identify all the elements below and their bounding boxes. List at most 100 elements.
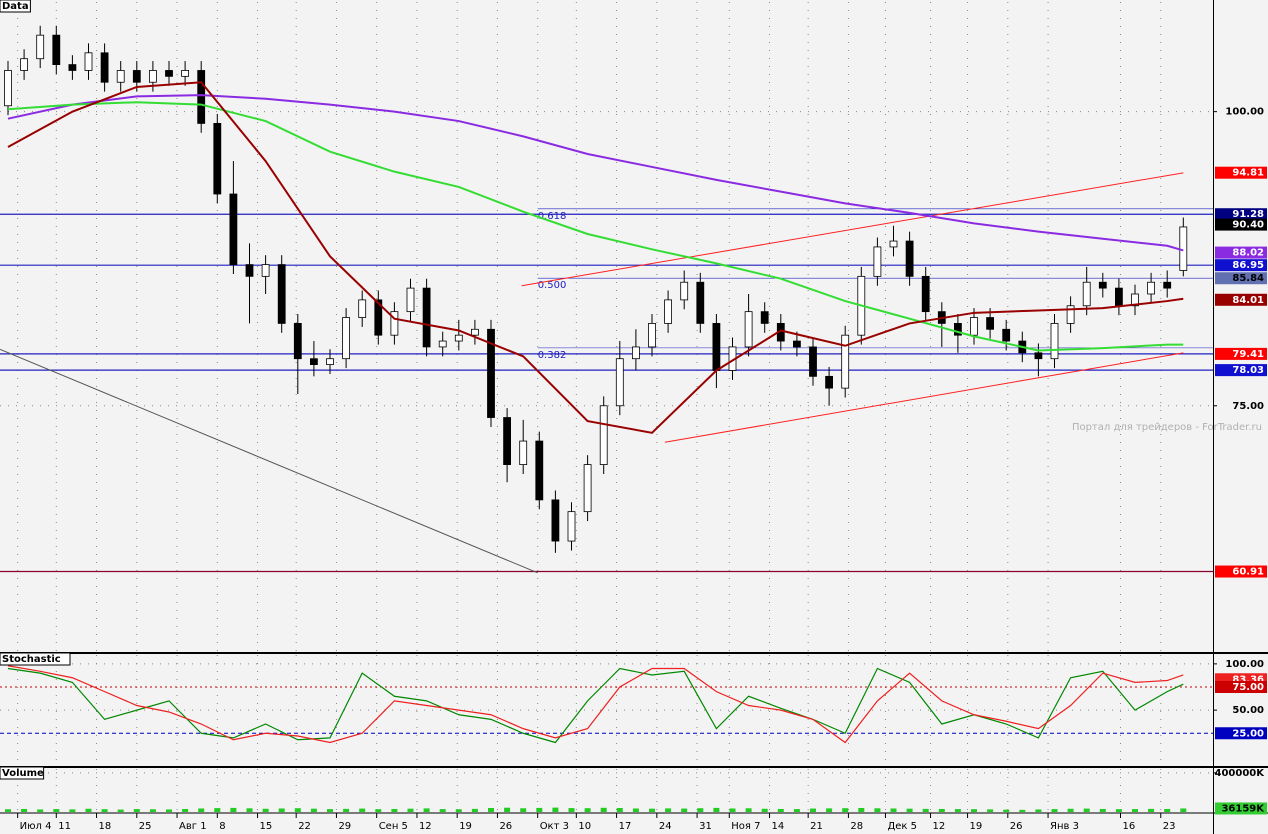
volume-bar (616, 807, 623, 812)
level-box (1215, 246, 1267, 259)
level-label: 84.01 (1232, 295, 1264, 306)
candle-body (454, 334, 463, 342)
volume-bar (21, 808, 28, 812)
volume-bar (85, 808, 92, 812)
volume-bar (262, 808, 269, 812)
volume-bar (1067, 808, 1074, 812)
volume-bar (1083, 808, 1090, 812)
candle-body (181, 70, 190, 77)
volume-bar (697, 808, 704, 812)
candle-body (326, 358, 334, 365)
candle-body (1082, 281, 1091, 307)
candle-body (68, 64, 77, 71)
panel-title: Stochastic (2, 654, 61, 665)
candle-body (20, 58, 29, 71)
volume-bar (1019, 809, 1026, 812)
series-line (7, 665, 1184, 744)
candle-body (438, 340, 447, 348)
candle-body (261, 264, 270, 277)
level-box (1215, 364, 1267, 377)
candle-body (1131, 293, 1139, 307)
level-box (1215, 681, 1267, 694)
volume-bar (761, 808, 768, 812)
volume-bar (198, 808, 205, 812)
x-tick-label: 24 (659, 821, 672, 832)
volume-bar (37, 809, 44, 812)
volume-bar (874, 808, 881, 812)
volume-bar (890, 808, 897, 812)
candle-body (760, 311, 769, 324)
candle-body (1002, 328, 1011, 342)
candle-body (422, 287, 431, 348)
candle-body (970, 317, 978, 336)
volume-bar (166, 809, 172, 812)
candle-body (889, 240, 898, 248)
candle-body (165, 70, 173, 77)
fib-label: 0.382 (538, 350, 567, 361)
volume-bar (278, 808, 285, 812)
level-box (1215, 208, 1267, 221)
level-box (1215, 727, 1267, 740)
panel-title-box (0, 0, 31, 13)
volume-bar (1035, 809, 1042, 812)
x-tick-label: 23 (1163, 821, 1176, 832)
volume-bar (632, 808, 639, 812)
level-label: 90.40 (1232, 220, 1264, 231)
x-tick-label: Дек 5 (887, 821, 917, 832)
volume-bar (327, 809, 333, 812)
panel-title-box (0, 652, 71, 666)
volume-bar (729, 808, 736, 812)
volume-bar (455, 809, 462, 812)
x-tick-label: 31 (699, 821, 712, 832)
volume-bar (842, 808, 849, 812)
y-tick-label: 100.00 (1225, 107, 1264, 118)
level-box (1215, 347, 1267, 360)
candle-body (905, 240, 914, 277)
x-tick-label: 25 (139, 821, 152, 832)
candle-body (1147, 281, 1155, 295)
x-tick-label: 21 (810, 821, 823, 832)
level-label: 86.95 (1232, 260, 1264, 271)
candle-body (1163, 281, 1172, 289)
candle-body (1050, 323, 1059, 360)
volume-bar (649, 808, 655, 812)
volume-bar (954, 809, 961, 812)
candle-body (567, 511, 576, 542)
x-tick-label: Янв 3 (1050, 821, 1079, 832)
x-tick-label: Авг 1 (179, 821, 207, 832)
volume-bar (423, 808, 430, 812)
candle-body (1098, 281, 1107, 289)
level-box (1215, 259, 1267, 272)
volume-bar (214, 808, 221, 812)
trend-line (521, 172, 1184, 287)
candle-body (309, 358, 318, 365)
level-label: 78.03 (1232, 365, 1264, 376)
volume-bar (407, 808, 414, 812)
volume-bar (665, 808, 672, 812)
candle-body (229, 193, 238, 265)
candle-body (648, 323, 656, 348)
level-label: 91.28 (1232, 209, 1264, 220)
volume-bar (359, 808, 366, 812)
x-tick-label: 11 (58, 821, 71, 832)
volume-bar (343, 808, 350, 812)
candle-body (197, 70, 206, 124)
candle-body (535, 440, 544, 501)
volume-bar (536, 807, 543, 812)
volume-bar (777, 808, 784, 812)
y-tick-label: 50.00 (1232, 705, 1264, 716)
x-tick-label: Сен 5 (379, 821, 408, 832)
volume-bar (53, 809, 60, 812)
level-label: 79.41 (1232, 349, 1264, 360)
volume-bar (504, 807, 511, 812)
volume-bar (101, 809, 108, 812)
y-tick-label: 75.00 (1232, 401, 1264, 412)
volume-bar (906, 808, 913, 812)
x-tick-label: 26 (499, 821, 512, 832)
x-tick-label: Июл 4 (20, 821, 52, 832)
x-tick-label: 19 (459, 821, 472, 832)
volume-bar (1164, 808, 1171, 812)
volume-bar (987, 809, 994, 812)
candle-body (132, 70, 141, 83)
candle-body (825, 375, 833, 389)
